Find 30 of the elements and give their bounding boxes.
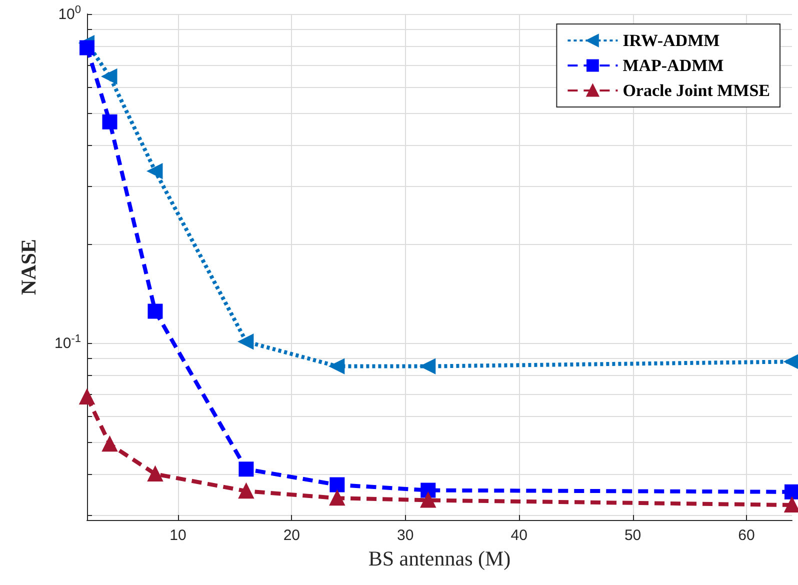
point	[80, 40, 94, 56]
point	[238, 484, 254, 499]
point	[148, 466, 163, 482]
point	[330, 477, 345, 492]
x-tick-label: 30	[397, 527, 414, 544]
y-tick-label: 10$^{-1}$	[54, 333, 81, 352]
x-tick-label: 60	[738, 527, 755, 544]
point	[238, 334, 254, 350]
point	[420, 482, 436, 498]
point	[148, 304, 163, 319]
y-axis-title: NASE	[16, 238, 40, 296]
x-tick-label: 20	[283, 527, 300, 544]
legend-label: MAP-ADMM	[622, 56, 724, 75]
x-tick-label: 40	[510, 527, 528, 544]
point	[420, 358, 436, 374]
point	[80, 389, 94, 404]
point	[238, 462, 254, 477]
y-tick-label: 10$^{0}$	[58, 4, 81, 23]
point	[148, 164, 163, 179]
x-tick-label: 50	[624, 527, 642, 544]
point	[102, 436, 118, 452]
legend-label: IRW-ADMM	[622, 31, 720, 50]
point	[102, 68, 118, 84]
point	[330, 358, 345, 374]
x-tick-label: 10	[170, 527, 186, 544]
point	[330, 490, 345, 506]
x-axis-title: BS antennas (M)	[368, 546, 511, 570]
legend-label: Oracle Joint MMSE	[622, 81, 770, 100]
point	[102, 114, 118, 130]
point	[420, 492, 436, 508]
